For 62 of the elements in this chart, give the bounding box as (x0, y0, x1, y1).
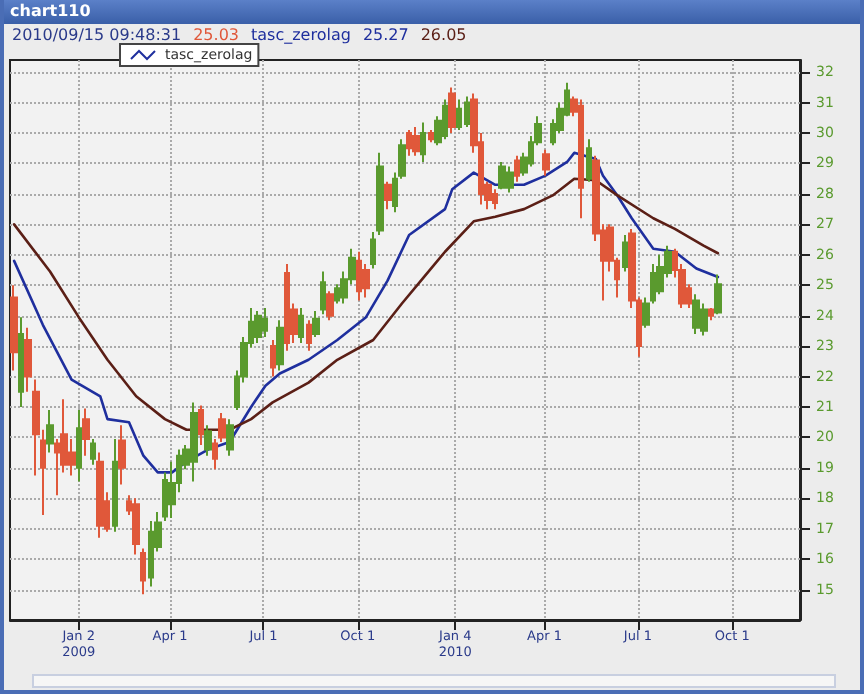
text: tasc_zerolag (251, 26, 351, 44)
text: 26.05 (420, 26, 467, 44)
text: 25.27 (362, 26, 409, 44)
candlestick (306, 319, 312, 352)
candlestick (708, 307, 714, 322)
line-series (12, 151, 720, 474)
candlestick (46, 409, 54, 454)
candlestick (384, 180, 392, 211)
candlestick (254, 310, 262, 345)
candlestick (320, 270, 326, 316)
candlestick (406, 129, 412, 157)
candlestick (276, 319, 284, 372)
candlestick (10, 284, 18, 372)
candlestick (226, 418, 234, 457)
line-series (12, 177, 720, 432)
candlestick (428, 129, 434, 144)
candlestick (456, 98, 462, 131)
candlestick (514, 154, 520, 183)
candlestick (442, 98, 448, 141)
candlestick (412, 125, 420, 157)
chart-title: chart110 (4, 0, 860, 24)
candlestick (448, 86, 456, 135)
candlestick (140, 547, 146, 596)
candlestick (96, 451, 104, 539)
candlestick (148, 520, 154, 588)
candlestick (692, 293, 700, 335)
candlestick (714, 273, 722, 316)
candlestick (492, 188, 498, 211)
candlestick (90, 437, 96, 466)
candlestick (262, 307, 268, 338)
candlestick (578, 98, 584, 220)
candlestick (356, 250, 362, 302)
candlestick (700, 302, 708, 337)
candlestick (76, 409, 82, 483)
text: 2010/09/15 09:48:31 (12, 26, 182, 44)
candlestick (132, 497, 140, 556)
candlestick (622, 234, 628, 273)
candlestick (542, 148, 550, 177)
candlestick (18, 316, 24, 408)
candlestick (312, 310, 320, 338)
candlestick (270, 339, 276, 378)
candlestick (298, 307, 304, 345)
candlestick (212, 437, 218, 471)
candlestick (204, 424, 212, 457)
candlestick (498, 160, 506, 191)
candlestick (24, 326, 32, 393)
candlestick (464, 95, 470, 128)
candlestick (118, 424, 126, 486)
candlestick (586, 138, 592, 183)
candlestick (198, 404, 204, 446)
candlestick (506, 165, 514, 194)
candlestick (326, 290, 334, 322)
candlestick (218, 412, 226, 443)
candlestick (420, 121, 426, 163)
candlestick (82, 407, 90, 457)
candlestick (112, 437, 118, 533)
text: 25.03 (193, 26, 239, 44)
candlestick (656, 253, 664, 296)
candlestick (190, 401, 198, 483)
candlestick (370, 230, 376, 270)
candlestick (284, 262, 290, 352)
candlestick (376, 151, 384, 236)
